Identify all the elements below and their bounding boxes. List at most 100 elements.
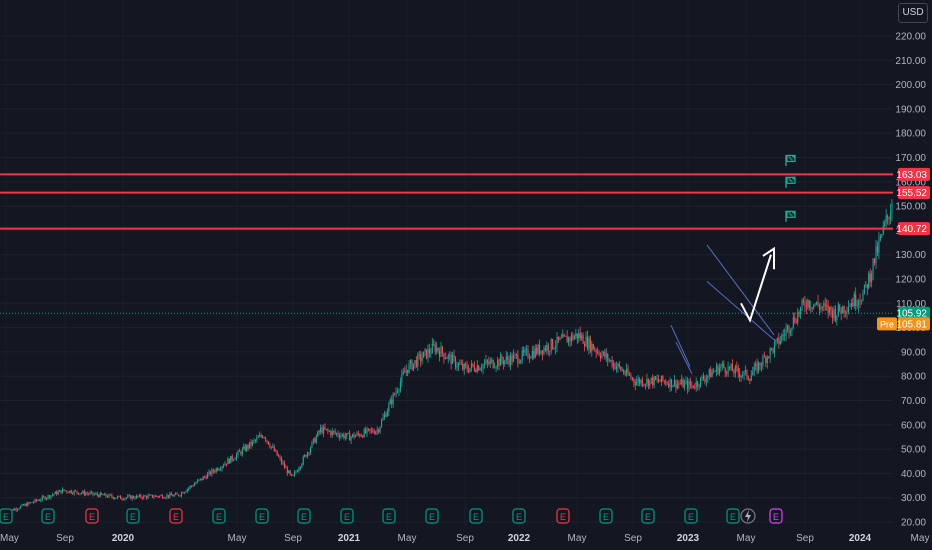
- candle-body: [320, 427, 322, 432]
- candle-body: [294, 472, 296, 475]
- candle-body: [117, 496, 119, 498]
- candle-body: [437, 347, 439, 352]
- earnings-marker[interactable]: E: [297, 508, 311, 524]
- earnings-marker[interactable]: E: [641, 508, 655, 524]
- candle-body: [887, 215, 889, 218]
- candle-body: [182, 492, 184, 494]
- currency-button[interactable]: USD: [898, 3, 928, 23]
- candle-body: [657, 379, 660, 382]
- price-tick: 40.00: [901, 469, 926, 480]
- price-axis[interactable]: 20.00 30.00 40.00 50.00 60.00 70.00 80.00 90.00…: [893, 0, 932, 550]
- drawings[interactable]: [670, 244, 775, 374]
- time-axis[interactable]: May Sep 2020 May Sep 2021 May Sep 2022 May Sep 2023…: [0, 533, 929, 544]
- candle-body: [259, 435, 261, 438]
- candle-body: [238, 451, 240, 452]
- earnings-marker[interactable]: E: [85, 508, 99, 524]
- earnings-marker[interactable]: E: [726, 508, 740, 524]
- candle-body: [708, 369, 710, 376]
- earnings-marker[interactable]: E: [340, 508, 354, 524]
- candle-body: [457, 363, 459, 367]
- candle-body: [120, 495, 122, 499]
- candle-body: [112, 496, 114, 499]
- earnings-marker[interactable]: E: [556, 508, 570, 524]
- candle-body: [133, 496, 135, 499]
- candle-body: [575, 333, 577, 337]
- wedge-line-lower[interactable]: [675, 341, 693, 374]
- grid: [0, 35, 893, 523]
- candle-body: [150, 494, 152, 496]
- earnings-marker[interactable]: E: [255, 508, 269, 524]
- earnings-marker[interactable]: E: [512, 508, 526, 524]
- candle-body: [510, 355, 512, 365]
- candle-body: [44, 496, 46, 500]
- wedge-line-lower[interactable]: [706, 281, 775, 341]
- candle-body: [468, 369, 470, 373]
- earnings-marker[interactable]: E: [684, 508, 698, 524]
- candle-body: [156, 495, 158, 497]
- price-tick: 30.00: [901, 493, 926, 504]
- projection-arrow[interactable]: [740, 254, 772, 323]
- time-tick: May: [228, 533, 247, 544]
- earnings-marker[interactable]: E: [212, 508, 226, 524]
- candle-body: [89, 492, 91, 495]
- candle-body: [608, 360, 610, 361]
- earnings-letter: E: [259, 512, 265, 522]
- earnings-marker[interactable]: E: [126, 508, 140, 524]
- candle-body: [560, 337, 562, 339]
- candle-body: [425, 349, 428, 359]
- candle-body: [17, 509, 19, 510]
- candle-body: [321, 427, 323, 434]
- candle-body: [423, 351, 425, 358]
- earnings-marker[interactable]: E: [382, 508, 396, 524]
- target-flags[interactable]: [785, 154, 796, 222]
- earnings-marker[interactable]: E: [425, 508, 439, 524]
- candle-body: [601, 354, 603, 358]
- candle-body: [775, 339, 777, 343]
- candle-body: [173, 494, 175, 497]
- candle-body: [14, 508, 16, 511]
- candle-body: [67, 492, 69, 493]
- candle-body: [860, 300, 863, 302]
- candle-body: [882, 225, 884, 235]
- lightning-icon[interactable]: [740, 508, 756, 524]
- candle-body: [240, 451, 242, 455]
- candle-body: [48, 495, 51, 498]
- earnings-marker[interactable]: E: [41, 508, 55, 524]
- earnings-marker[interactable]: E: [469, 508, 483, 524]
- wedge-line-upper[interactable]: [706, 244, 775, 336]
- earnings-letter: E: [773, 512, 779, 522]
- flag-icon[interactable]: [785, 176, 796, 188]
- candle-body: [537, 344, 539, 354]
- candle-body: [138, 494, 140, 497]
- candle-body: [37, 500, 39, 502]
- candle-body: [762, 356, 764, 366]
- earnings-marker[interactable]: E: [0, 508, 13, 524]
- candle-body: [591, 344, 593, 352]
- candle-body: [672, 385, 674, 387]
- flag-icon[interactable]: [785, 210, 796, 222]
- candle-body: [151, 494, 153, 498]
- candle-body: [124, 498, 126, 500]
- candle-body: [472, 363, 474, 366]
- candle-body: [405, 369, 407, 373]
- candle-body: [557, 336, 559, 340]
- candle-body: [772, 348, 774, 353]
- earnings-marker[interactable]: E: [169, 508, 183, 524]
- earnings-marker[interactable]: E: [599, 508, 613, 524]
- candle-body: [463, 364, 465, 370]
- candle-body: [193, 483, 196, 486]
- candle-body: [653, 376, 655, 386]
- candle-body: [742, 375, 744, 377]
- candle-body: [357, 432, 359, 435]
- candle-body: [744, 369, 747, 372]
- price-tick: 70.00: [901, 396, 926, 407]
- candle-body: [35, 499, 37, 501]
- candle-body: [291, 473, 293, 476]
- earnings-marker[interactable]: E: [769, 508, 783, 524]
- candle-body: [753, 365, 755, 373]
- flag-icon[interactable]: [785, 154, 796, 166]
- candle-body: [202, 476, 204, 480]
- wedge-line-upper[interactable]: [670, 324, 691, 367]
